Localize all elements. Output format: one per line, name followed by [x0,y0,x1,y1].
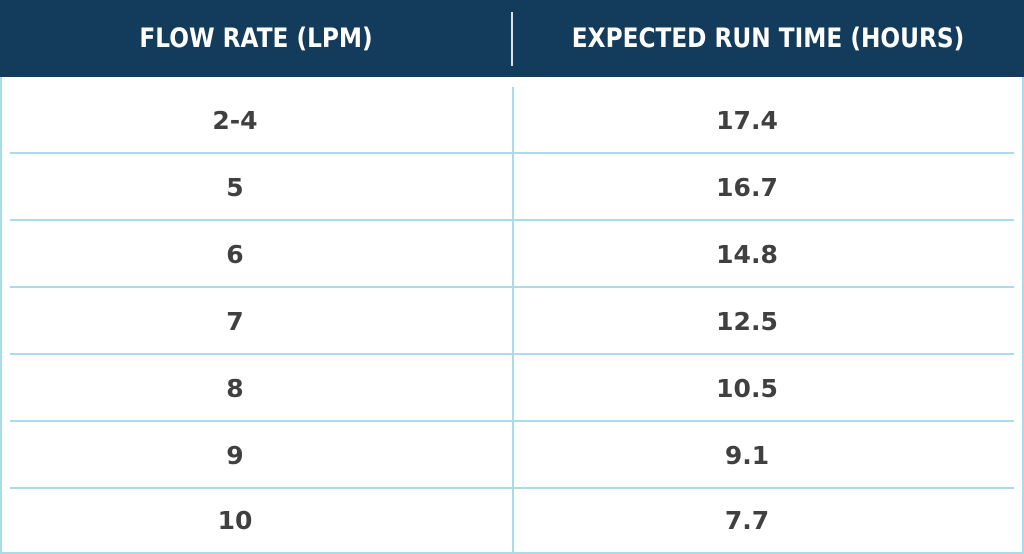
row-divider [10,353,1014,355]
flow-rate-cell: 8 [226,374,244,403]
flow-rate-cell: 2-4 [212,106,258,135]
row-divider [10,219,1014,221]
run-time-cell: 9.1 [724,441,770,470]
header-flow-rate: FLOW RATE (LPM) [139,23,373,54]
run-time-cell: 12.5 [716,307,778,336]
run-time-cell: 17.4 [716,106,778,135]
table-row: 6 14.8 [2,221,1022,288]
row-divider [10,286,1014,288]
flow-rate-cell: 7 [226,307,244,336]
row-divider [10,152,1014,154]
flow-rate-cell: 5 [226,173,244,202]
run-time-cell: 10.5 [716,374,778,403]
table-header: FLOW RATE (LPM) EXPECTED RUN TIME (HOURS… [0,0,1024,77]
table-row: 5 16.7 [2,154,1022,221]
table-row: 7 12.5 [2,288,1022,355]
run-time-cell: 7.7 [724,506,770,535]
row-divider [10,487,1014,489]
table-row: 10 7.7 [2,489,1022,552]
row-divider [10,420,1014,422]
run-time-cell: 16.7 [716,173,778,202]
flow-rate-cell: 10 [217,506,253,535]
table-body: 2-4 17.4 5 16.7 6 14.8 7 12.5 8 10.5 9 9… [0,77,1024,554]
header-expected-run-time: EXPECTED RUN TIME (HOURS) [571,23,965,54]
table-row: 2-4 17.4 [2,87,1022,154]
flow-rate-cell: 9 [226,441,244,470]
run-time-cell: 14.8 [716,240,778,269]
flow-rate-cell: 6 [226,240,244,269]
column-divider [512,87,514,552]
table-row: 9 9.1 [2,422,1022,489]
table-row: 8 10.5 [2,355,1022,422]
header-divider [511,12,513,66]
